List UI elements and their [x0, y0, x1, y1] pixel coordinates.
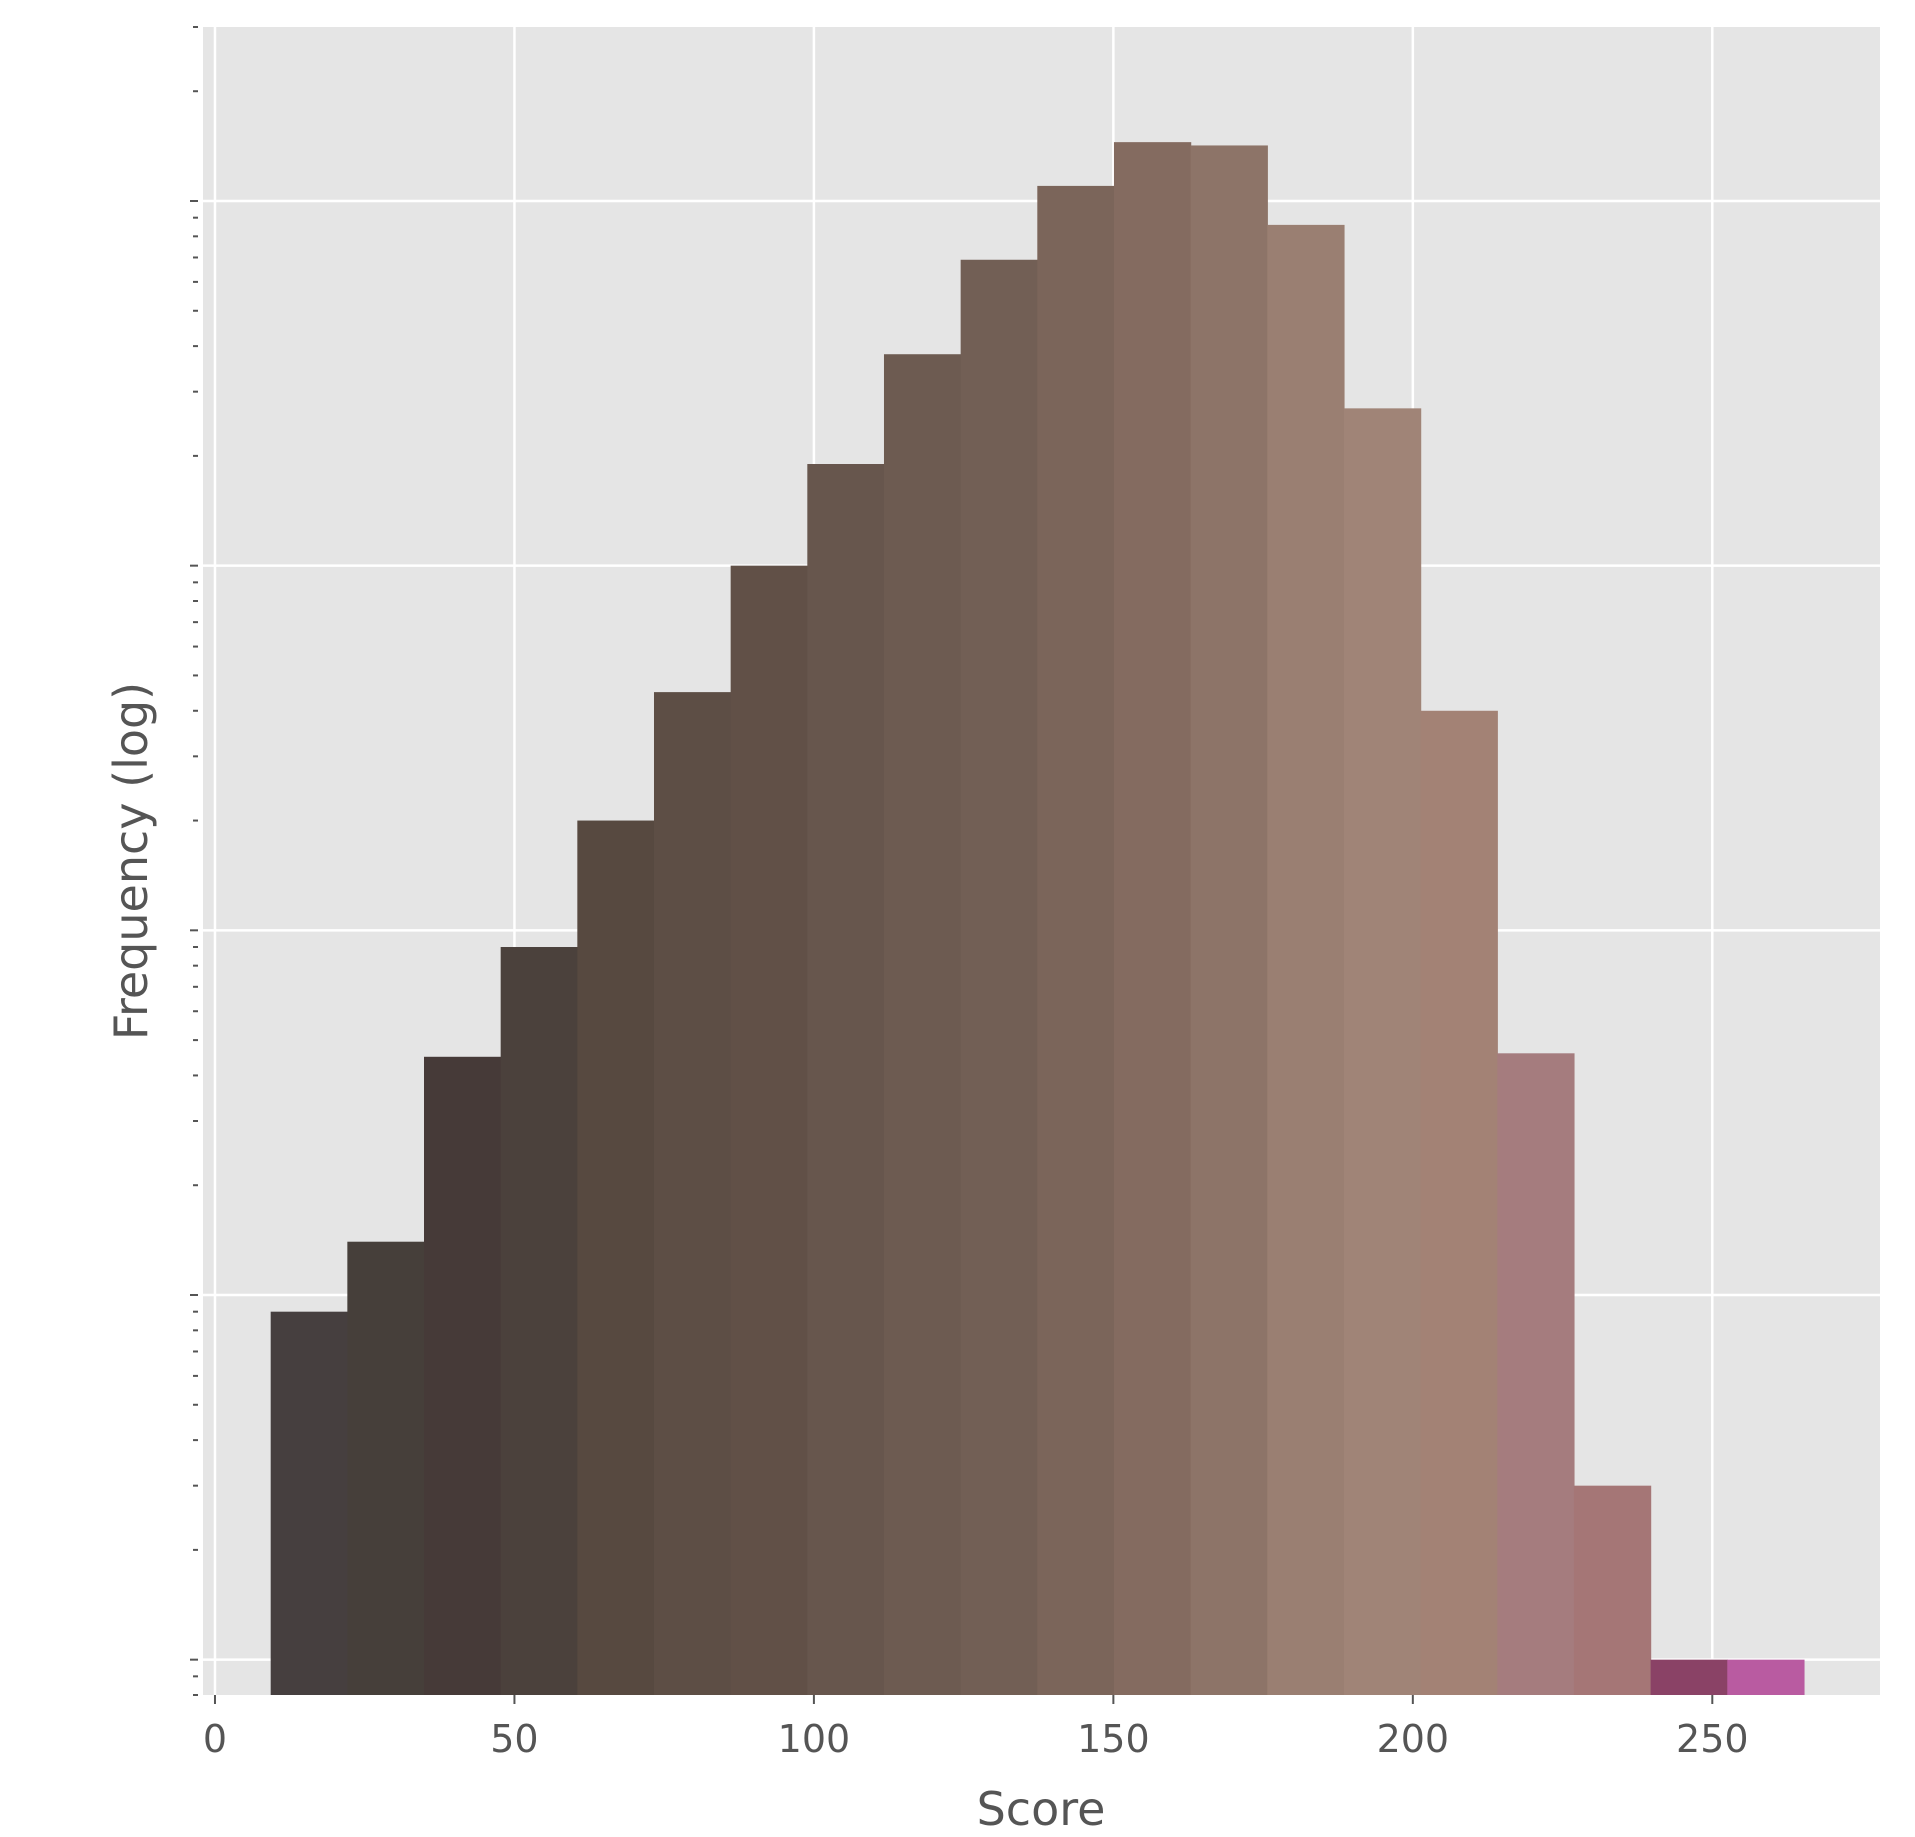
histogram-bar: [653, 692, 732, 1695]
x-tick-label: 0: [203, 1717, 227, 1761]
y-axis-label: Frequency (log): [104, 682, 158, 1040]
x-tick-label: 150: [1077, 1717, 1150, 1761]
x-tick-label: 250: [1676, 1717, 1749, 1761]
histogram-bar: [424, 1056, 502, 1695]
y-axis-ticks: [190, 26, 198, 1696]
histogram-bar: [807, 464, 885, 1695]
histogram-bar: [1420, 710, 1498, 1695]
histogram-bar: [1650, 1659, 1728, 1695]
x-tick-label: 50: [490, 1717, 538, 1761]
histogram-bar: [1267, 224, 1345, 1695]
histogram-bar: [1727, 1659, 1805, 1695]
histogram-bar: [500, 947, 578, 1695]
histogram-bar: [347, 1241, 425, 1695]
x-axis-label: Score: [977, 1782, 1106, 1836]
histogram-bar: [730, 565, 808, 1695]
histogram-bar: [1573, 1485, 1652, 1695]
histogram-bar: [1037, 185, 1115, 1695]
histogram-bar: [270, 1311, 348, 1695]
histogram-bar: [1343, 408, 1422, 1695]
x-axis-ticks: 0 50 100 150 200 250: [203, 1695, 1749, 1761]
histogram-bar: [1113, 142, 1192, 1696]
x-tick-label: 100: [778, 1717, 851, 1761]
histogram-bar: [1497, 1053, 1575, 1695]
bars: [270, 142, 1805, 1696]
histogram-bar: [960, 259, 1038, 1695]
histogram-bar: [883, 354, 962, 1696]
histogram-bar: [577, 820, 655, 1695]
x-tick-label: 200: [1377, 1717, 1450, 1761]
histogram-bar: [1190, 145, 1268, 1696]
